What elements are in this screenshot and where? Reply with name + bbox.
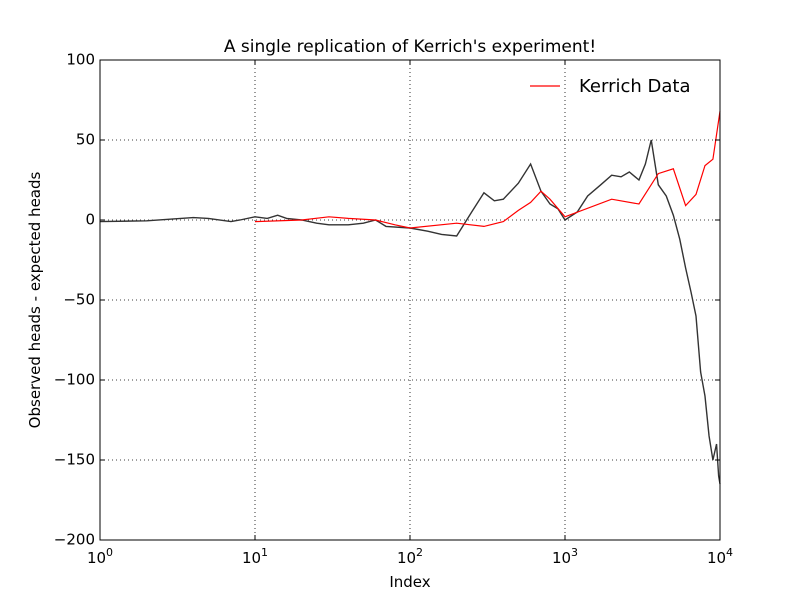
kerrich-data-series-line xyxy=(254,111,721,229)
x-tick-label: 103 xyxy=(552,546,578,567)
x-tick-label-exponent: 2 xyxy=(416,546,423,559)
x-tick-label-exponent: 0 xyxy=(106,546,113,559)
x-tick-label-exponent: 1 xyxy=(261,546,268,559)
y-tick-label: 100 xyxy=(66,51,95,69)
x-tick-label-base: 10 xyxy=(397,549,416,567)
y-tick-label: −200 xyxy=(54,531,95,549)
x-tick-label: 100 xyxy=(87,546,113,567)
grid xyxy=(100,60,720,540)
x-tick-label-exponent: 3 xyxy=(571,546,578,559)
y-tick-label: −150 xyxy=(54,451,95,469)
data-lines xyxy=(99,111,721,485)
x-tick-label-base: 10 xyxy=(552,549,571,567)
chart-title: A single replication of Kerrich's experi… xyxy=(224,37,596,57)
y-axis-label: Observed heads - expected heads xyxy=(26,171,44,428)
x-tick-label: 101 xyxy=(242,546,268,567)
x-axis-label: Index xyxy=(389,573,430,591)
x-tick-label-base: 10 xyxy=(87,549,106,567)
legend-label-kerrich-data: Kerrich Data xyxy=(579,76,690,97)
x-tick-label-exponent: 4 xyxy=(726,546,733,559)
x-tick-label: 102 xyxy=(397,546,423,567)
random-walk-series-line xyxy=(99,139,721,485)
x-tick-label: 104 xyxy=(707,546,733,567)
y-tick-label: −50 xyxy=(63,291,95,309)
x-tick-label-base: 10 xyxy=(707,549,726,567)
y-tick-label: 0 xyxy=(85,211,95,229)
x-tick-label-base: 10 xyxy=(242,549,261,567)
y-tick-label: 50 xyxy=(76,131,95,149)
legend: Kerrich Data xyxy=(530,76,690,97)
y-tick-label: −100 xyxy=(54,371,95,389)
